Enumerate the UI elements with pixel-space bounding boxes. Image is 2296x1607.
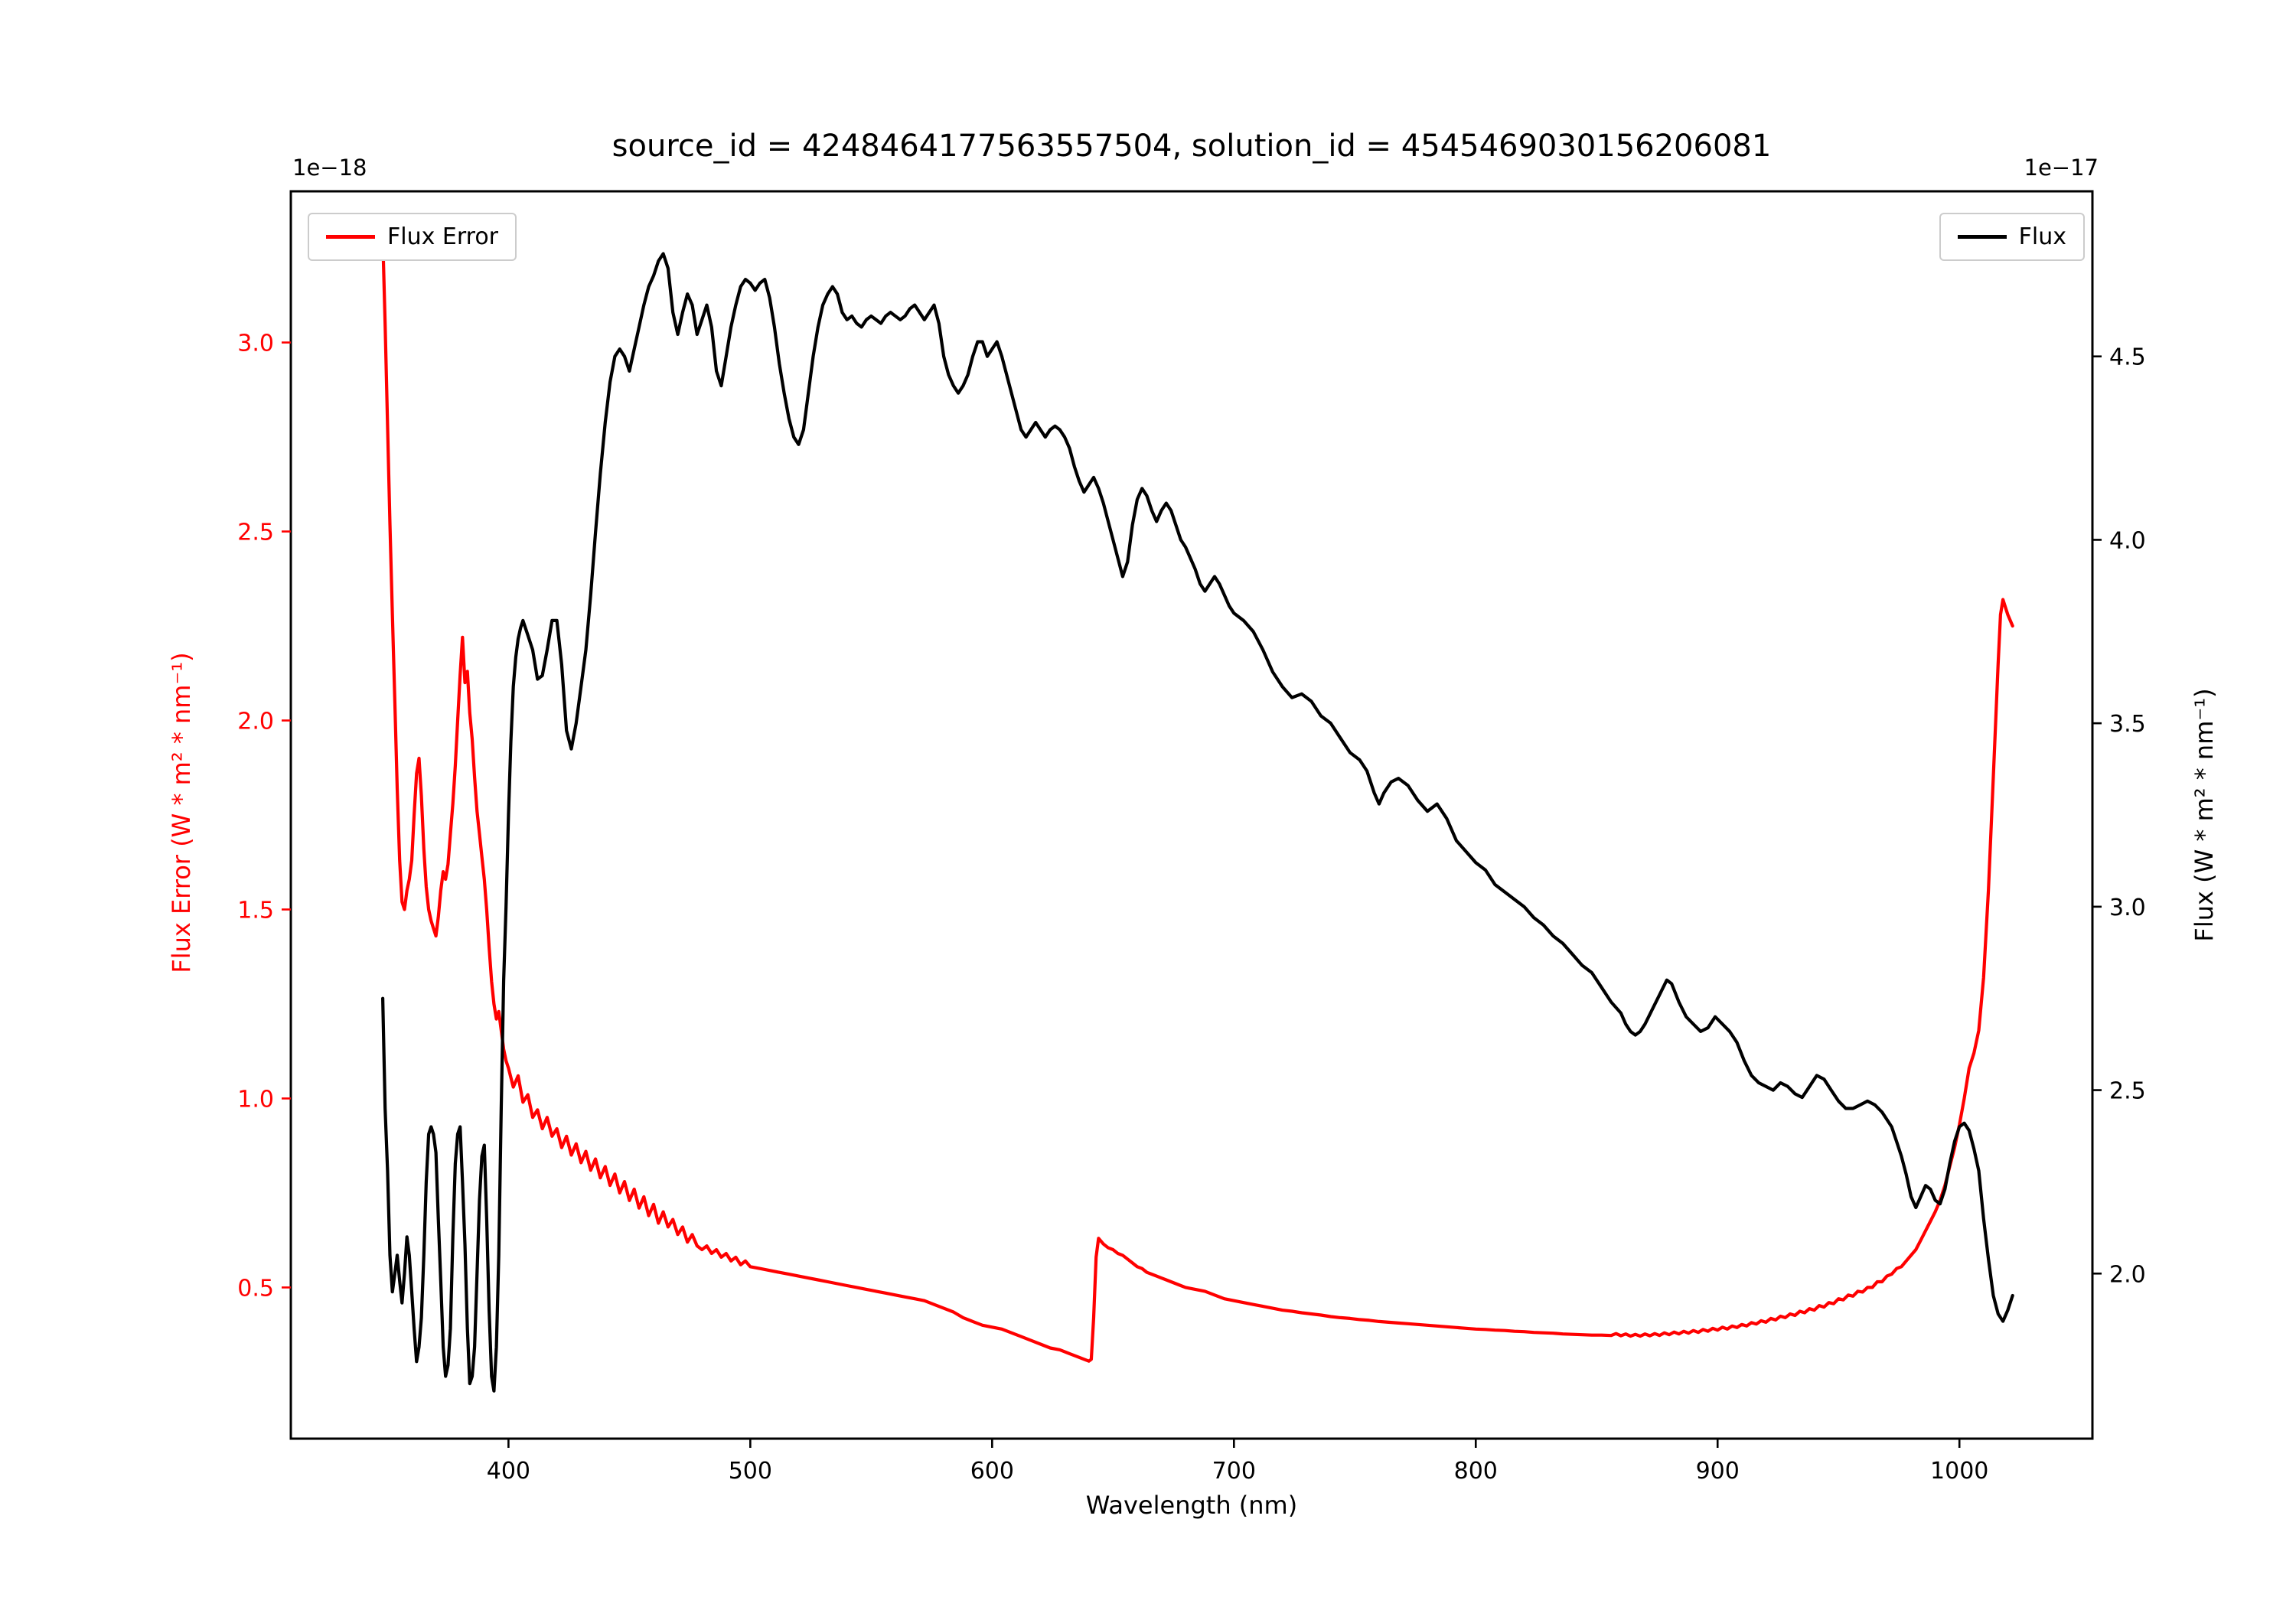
- legend-flux: Flux: [1939, 213, 2085, 261]
- y-right-tick-label: 2.5: [2109, 1078, 2146, 1105]
- x-tick-label: 1000: [1930, 1458, 1988, 1485]
- x-axis-label: Wavelength (nm): [1085, 1491, 1298, 1520]
- axis-offset-right: 1e−17: [2024, 155, 2099, 181]
- legend-flux-error-label: Flux Error: [387, 223, 499, 250]
- x-tick-label: 800: [1454, 1458, 1498, 1485]
- y-right-tick-label: 2.0: [2109, 1261, 2146, 1288]
- x-tick-label: 600: [970, 1458, 1014, 1485]
- y-right-tick-label: 3.0: [2109, 895, 2146, 921]
- series-line-flux: [381, 252, 2014, 1393]
- x-tick-label: 400: [487, 1458, 530, 1485]
- legend-flux-label: Flux: [2018, 223, 2066, 250]
- y-right-tick-label: 3.5: [2109, 711, 2146, 738]
- axes-frame: [289, 190, 2094, 1440]
- legend-flux-error: Flux Error: [308, 213, 517, 261]
- y-axis-label-left: Flux Error (W * m² * nm⁻¹): [167, 652, 196, 973]
- y-left-tick-label: 2.5: [237, 520, 274, 546]
- y-left-tick-label: 3.0: [237, 331, 274, 357]
- x-tick-label: 500: [729, 1458, 772, 1485]
- x-tick-label: 900: [1696, 1458, 1740, 1485]
- y-left-tick-label: 2.0: [237, 709, 274, 735]
- x-tick-label: 700: [1212, 1458, 1256, 1485]
- chart-title: source_id = 4248464177563557504, solutio…: [612, 129, 1772, 164]
- y-axis-label-right: Flux (W * m² * nm⁻¹): [2190, 688, 2219, 942]
- flux-line-sample: [1957, 235, 2007, 239]
- series-line-flux-error: [381, 235, 2014, 1363]
- y-left-tick-label: 1.0: [237, 1086, 274, 1113]
- flux-error-line-sample: [326, 235, 375, 239]
- y-left-tick-label: 0.5: [237, 1275, 274, 1302]
- y-right-tick-label: 4.5: [2109, 344, 2146, 371]
- y-left-tick-label: 1.5: [237, 897, 274, 924]
- y-right-tick-label: 4.0: [2109, 527, 2146, 554]
- axis-offset-left: 1e−18: [292, 155, 367, 181]
